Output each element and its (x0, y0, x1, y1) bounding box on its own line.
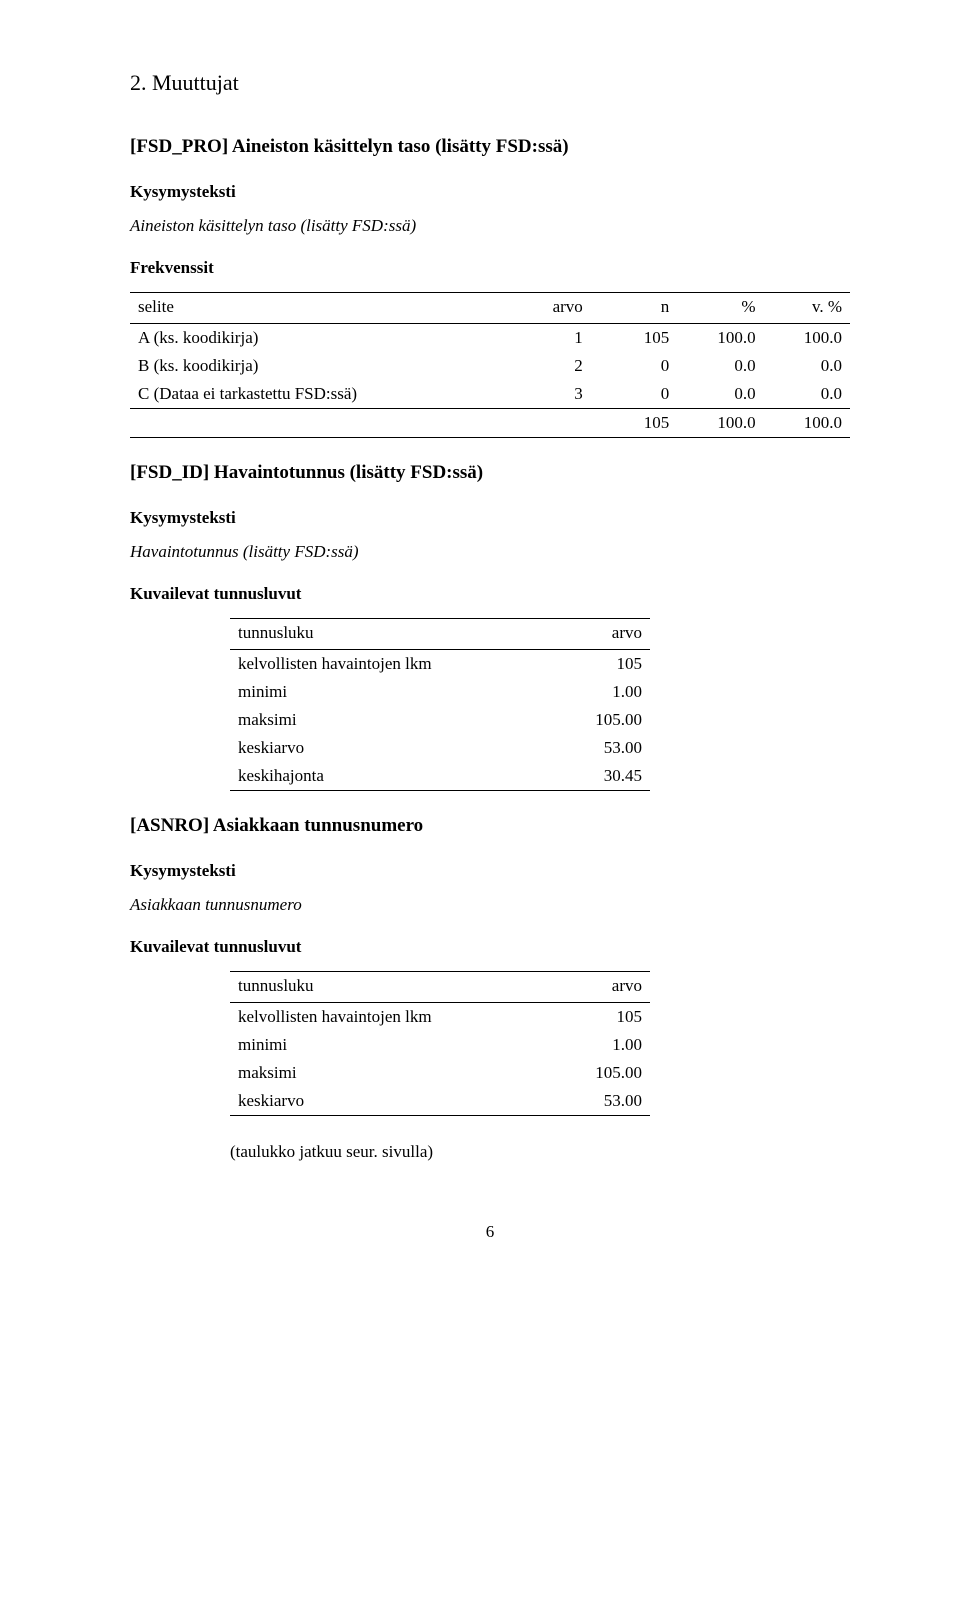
cell-label: keskiarvo (230, 1087, 516, 1116)
var-heading-fsd-id: [FSD_ID] Havaintotunnus (lisätty FSD:ssä… (130, 462, 850, 484)
cell-n: 0 (591, 380, 677, 409)
cell-value: 53.00 (516, 1087, 650, 1116)
kysymysteksti-label: Kysymysteksti (130, 861, 850, 881)
cell-value: 1.00 (516, 1031, 650, 1059)
cell-empty (130, 409, 504, 438)
table-row: keskiarvo 53.00 (230, 1087, 650, 1116)
cell-selite: B (ks. koodikirja) (130, 352, 504, 380)
table-row: minimi 1.00 (230, 678, 650, 706)
table-row: keskiarvo 53.00 (230, 734, 650, 762)
table-row: C (Dataa ei tarkastettu FSD:ssä) 3 0 0.0… (130, 380, 850, 409)
cell-value: 105.00 (516, 1059, 650, 1087)
kysymysteksti-text: Aineiston käsittelyn taso (lisätty FSD:s… (130, 216, 850, 236)
var-heading-asnro: [ASNRO] Asiakkaan tunnusnumero (130, 815, 850, 837)
var-heading-fsd-pro: [FSD_PRO] Aineiston käsittelyn taso (lis… (130, 136, 850, 158)
continuation-note: (taulukko jatkuu seur. sivulla) (230, 1142, 850, 1162)
cell-label: minimi (230, 1031, 516, 1059)
frekvenssit-label: Frekvenssit (130, 258, 850, 278)
cell-value: 30.45 (516, 762, 650, 791)
table-sum-row: 105 100.0 100.0 (130, 409, 850, 438)
col-arvo: arvo (504, 293, 590, 324)
cell-label: minimi (230, 678, 516, 706)
cell-selite: A (ks. koodikirja) (130, 324, 504, 353)
cell-vpct: 0.0 (764, 352, 850, 380)
cell-n: 105 (591, 409, 677, 438)
section-header: 2. Muuttujat (130, 70, 850, 96)
cell-n: 0 (591, 352, 677, 380)
page-number: 6 (130, 1222, 850, 1242)
table-row: minimi 1.00 (230, 1031, 650, 1059)
cell-pct: 100.0 (677, 409, 763, 438)
cell-value: 1.00 (516, 678, 650, 706)
table-header-row: tunnusluku arvo (230, 619, 650, 650)
tunnusluvut-table: tunnusluku arvo kelvollisten havaintojen… (230, 618, 650, 791)
cell-vpct: 0.0 (764, 380, 850, 409)
col-n: n (591, 293, 677, 324)
tunnusluvut-table: tunnusluku arvo kelvollisten havaintojen… (230, 971, 650, 1116)
cell-empty (504, 409, 590, 438)
kysymysteksti-label: Kysymysteksti (130, 508, 850, 528)
table-row: kelvollisten havaintojen lkm 105 (230, 650, 650, 679)
kuvailevat-label: Kuvailevat tunnusluvut (130, 937, 850, 957)
cell-arvo: 1 (504, 324, 590, 353)
cell-selite: C (Dataa ei tarkastettu FSD:ssä) (130, 380, 504, 409)
cell-value: 105.00 (516, 706, 650, 734)
cell-label: maksimi (230, 706, 516, 734)
cell-value: 105 (516, 650, 650, 679)
table-row: keskihajonta 30.45 (230, 762, 650, 791)
cell-label: kelvollisten havaintojen lkm (230, 1003, 516, 1032)
cell-label: maksimi (230, 1059, 516, 1087)
cell-vpct: 100.0 (764, 324, 850, 353)
cell-label: keskihajonta (230, 762, 516, 791)
cell-pct: 0.0 (677, 352, 763, 380)
cell-label: keskiarvo (230, 734, 516, 762)
col-pct: % (677, 293, 763, 324)
table-row: maksimi 105.00 (230, 1059, 650, 1087)
cell-n: 105 (591, 324, 677, 353)
table-row: B (ks. koodikirja) 2 0 0.0 0.0 (130, 352, 850, 380)
cell-value: 53.00 (516, 734, 650, 762)
cell-arvo: 3 (504, 380, 590, 409)
col-arvo: arvo (516, 619, 650, 650)
table-header-row: tunnusluku arvo (230, 972, 650, 1003)
col-vpct: v. % (764, 293, 850, 324)
col-selite: selite (130, 293, 504, 324)
col-tunnusluku: tunnusluku (230, 619, 516, 650)
frekvenssit-table: selite arvo n % v. % A (ks. koodikirja) … (130, 292, 850, 438)
cell-arvo: 2 (504, 352, 590, 380)
kysymysteksti-label: Kysymysteksti (130, 182, 850, 202)
kysymysteksti-text: Asiakkaan tunnusnumero (130, 895, 850, 915)
cell-pct: 0.0 (677, 380, 763, 409)
col-arvo: arvo (516, 972, 650, 1003)
kysymysteksti-text: Havaintotunnus (lisätty FSD:ssä) (130, 542, 850, 562)
cell-vpct: 100.0 (764, 409, 850, 438)
col-tunnusluku: tunnusluku (230, 972, 516, 1003)
table-row: A (ks. koodikirja) 1 105 100.0 100.0 (130, 324, 850, 353)
cell-pct: 100.0 (677, 324, 763, 353)
cell-value: 105 (516, 1003, 650, 1032)
table-header-row: selite arvo n % v. % (130, 293, 850, 324)
table-row: kelvollisten havaintojen lkm 105 (230, 1003, 650, 1032)
table-row: maksimi 105.00 (230, 706, 650, 734)
cell-label: kelvollisten havaintojen lkm (230, 650, 516, 679)
kuvailevat-label: Kuvailevat tunnusluvut (130, 584, 850, 604)
